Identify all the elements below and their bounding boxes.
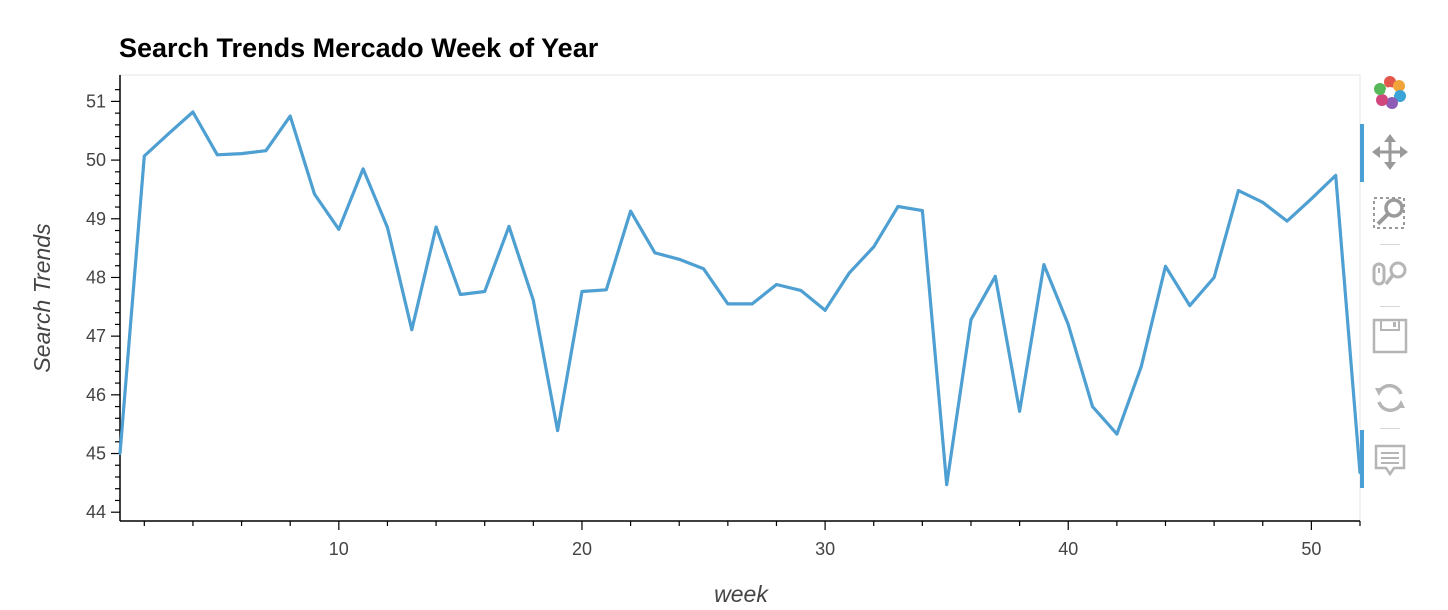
y-tick-label: 47: [86, 326, 106, 346]
x-tick-label: 50: [1301, 539, 1321, 559]
chart-title: Search Trends Mercado Week of Year: [119, 33, 599, 63]
y-tick-label: 51: [86, 91, 106, 111]
data-point: [799, 288, 803, 292]
bokeh-logo-icon[interactable]: [1370, 72, 1410, 112]
x-tick-label: 40: [1058, 539, 1078, 559]
data-point: [1309, 197, 1313, 201]
data-point: [264, 149, 268, 153]
data-point: [531, 298, 535, 302]
y-tick-label: 50: [86, 150, 106, 170]
data-point: [118, 452, 122, 455]
data-point: [361, 167, 365, 171]
hover-active-indicator: [1360, 430, 1364, 488]
data-point: [750, 302, 754, 306]
data-point: [240, 152, 243, 156]
data-point: [337, 227, 341, 231]
data-point: [677, 257, 681, 261]
data-point: [1139, 365, 1143, 369]
y-tick-label: 49: [86, 209, 106, 229]
hover-icon[interactable]: [1370, 440, 1410, 480]
data-point: [313, 192, 316, 196]
toolbar-divider: [1380, 306, 1400, 307]
x-axis: 10 20 30 40 50: [120, 520, 1361, 559]
x-tick-label: 30: [815, 539, 835, 559]
wheel-zoom-icon[interactable]: [1370, 254, 1410, 294]
data-point: [556, 429, 560, 433]
data-point: [1091, 405, 1094, 408]
series-line: [118, 110, 1362, 487]
data-point: [580, 290, 584, 293]
data-point: [702, 267, 705, 271]
x-axis-label: week: [714, 581, 769, 607]
data-point: [1066, 323, 1070, 326]
data-point: [1042, 263, 1046, 266]
y-tick-label: 45: [86, 444, 106, 464]
data-point: [896, 205, 900, 208]
data-point: [1334, 173, 1338, 177]
data-point: [1164, 264, 1167, 268]
data-point: [1261, 200, 1265, 204]
toolbar: [1360, 68, 1420, 488]
plot-area[interactable]: [119, 74, 1361, 522]
data-point: [167, 132, 171, 136]
data-point: [1115, 432, 1119, 436]
data-point: [1212, 276, 1216, 279]
data-point: [823, 308, 827, 312]
data-point: [653, 251, 657, 255]
data-point: [969, 318, 973, 322]
data-point: [1018, 409, 1022, 413]
data-point: [434, 225, 438, 229]
data-point: [191, 110, 195, 114]
y-axis: 44 45 46 47 48 49 50 51: [86, 75, 121, 522]
pan-active-indicator: [1360, 124, 1364, 182]
y-tick-label: 46: [86, 385, 106, 405]
data-point: [288, 114, 292, 118]
y-axis-label: Search Trends: [29, 223, 55, 373]
data-point: [142, 154, 146, 158]
data-point: [386, 226, 389, 229]
x-tick-label: 20: [572, 539, 592, 559]
data-point: [483, 290, 487, 293]
toolbar-divider: [1380, 428, 1400, 429]
pan-icon[interactable]: [1370, 132, 1410, 172]
toolbar-divider: [1380, 244, 1400, 245]
data-point: [920, 209, 924, 212]
data-point: [1188, 304, 1192, 308]
data-point: [604, 288, 608, 292]
data-point: [726, 302, 730, 306]
data-point: [945, 483, 949, 487]
box-zoom-icon[interactable]: [1370, 192, 1410, 232]
data-point: [629, 209, 632, 213]
series-group: [118, 110, 1362, 487]
data-point: [848, 271, 851, 275]
data-point: [872, 245, 876, 249]
data-point: [1285, 219, 1289, 223]
x-tick-label: 10: [329, 539, 349, 559]
data-point: [775, 283, 778, 286]
y-tick-label: 44: [86, 502, 106, 522]
data-point: [993, 274, 997, 278]
data-point: [215, 153, 219, 157]
data-point: [410, 328, 414, 332]
data-point: [458, 293, 462, 296]
reset-icon[interactable]: [1370, 378, 1410, 418]
save-icon[interactable]: [1370, 316, 1410, 356]
y-tick-label: 48: [86, 267, 106, 287]
data-point: [1237, 189, 1240, 193]
data-point: [507, 225, 511, 228]
